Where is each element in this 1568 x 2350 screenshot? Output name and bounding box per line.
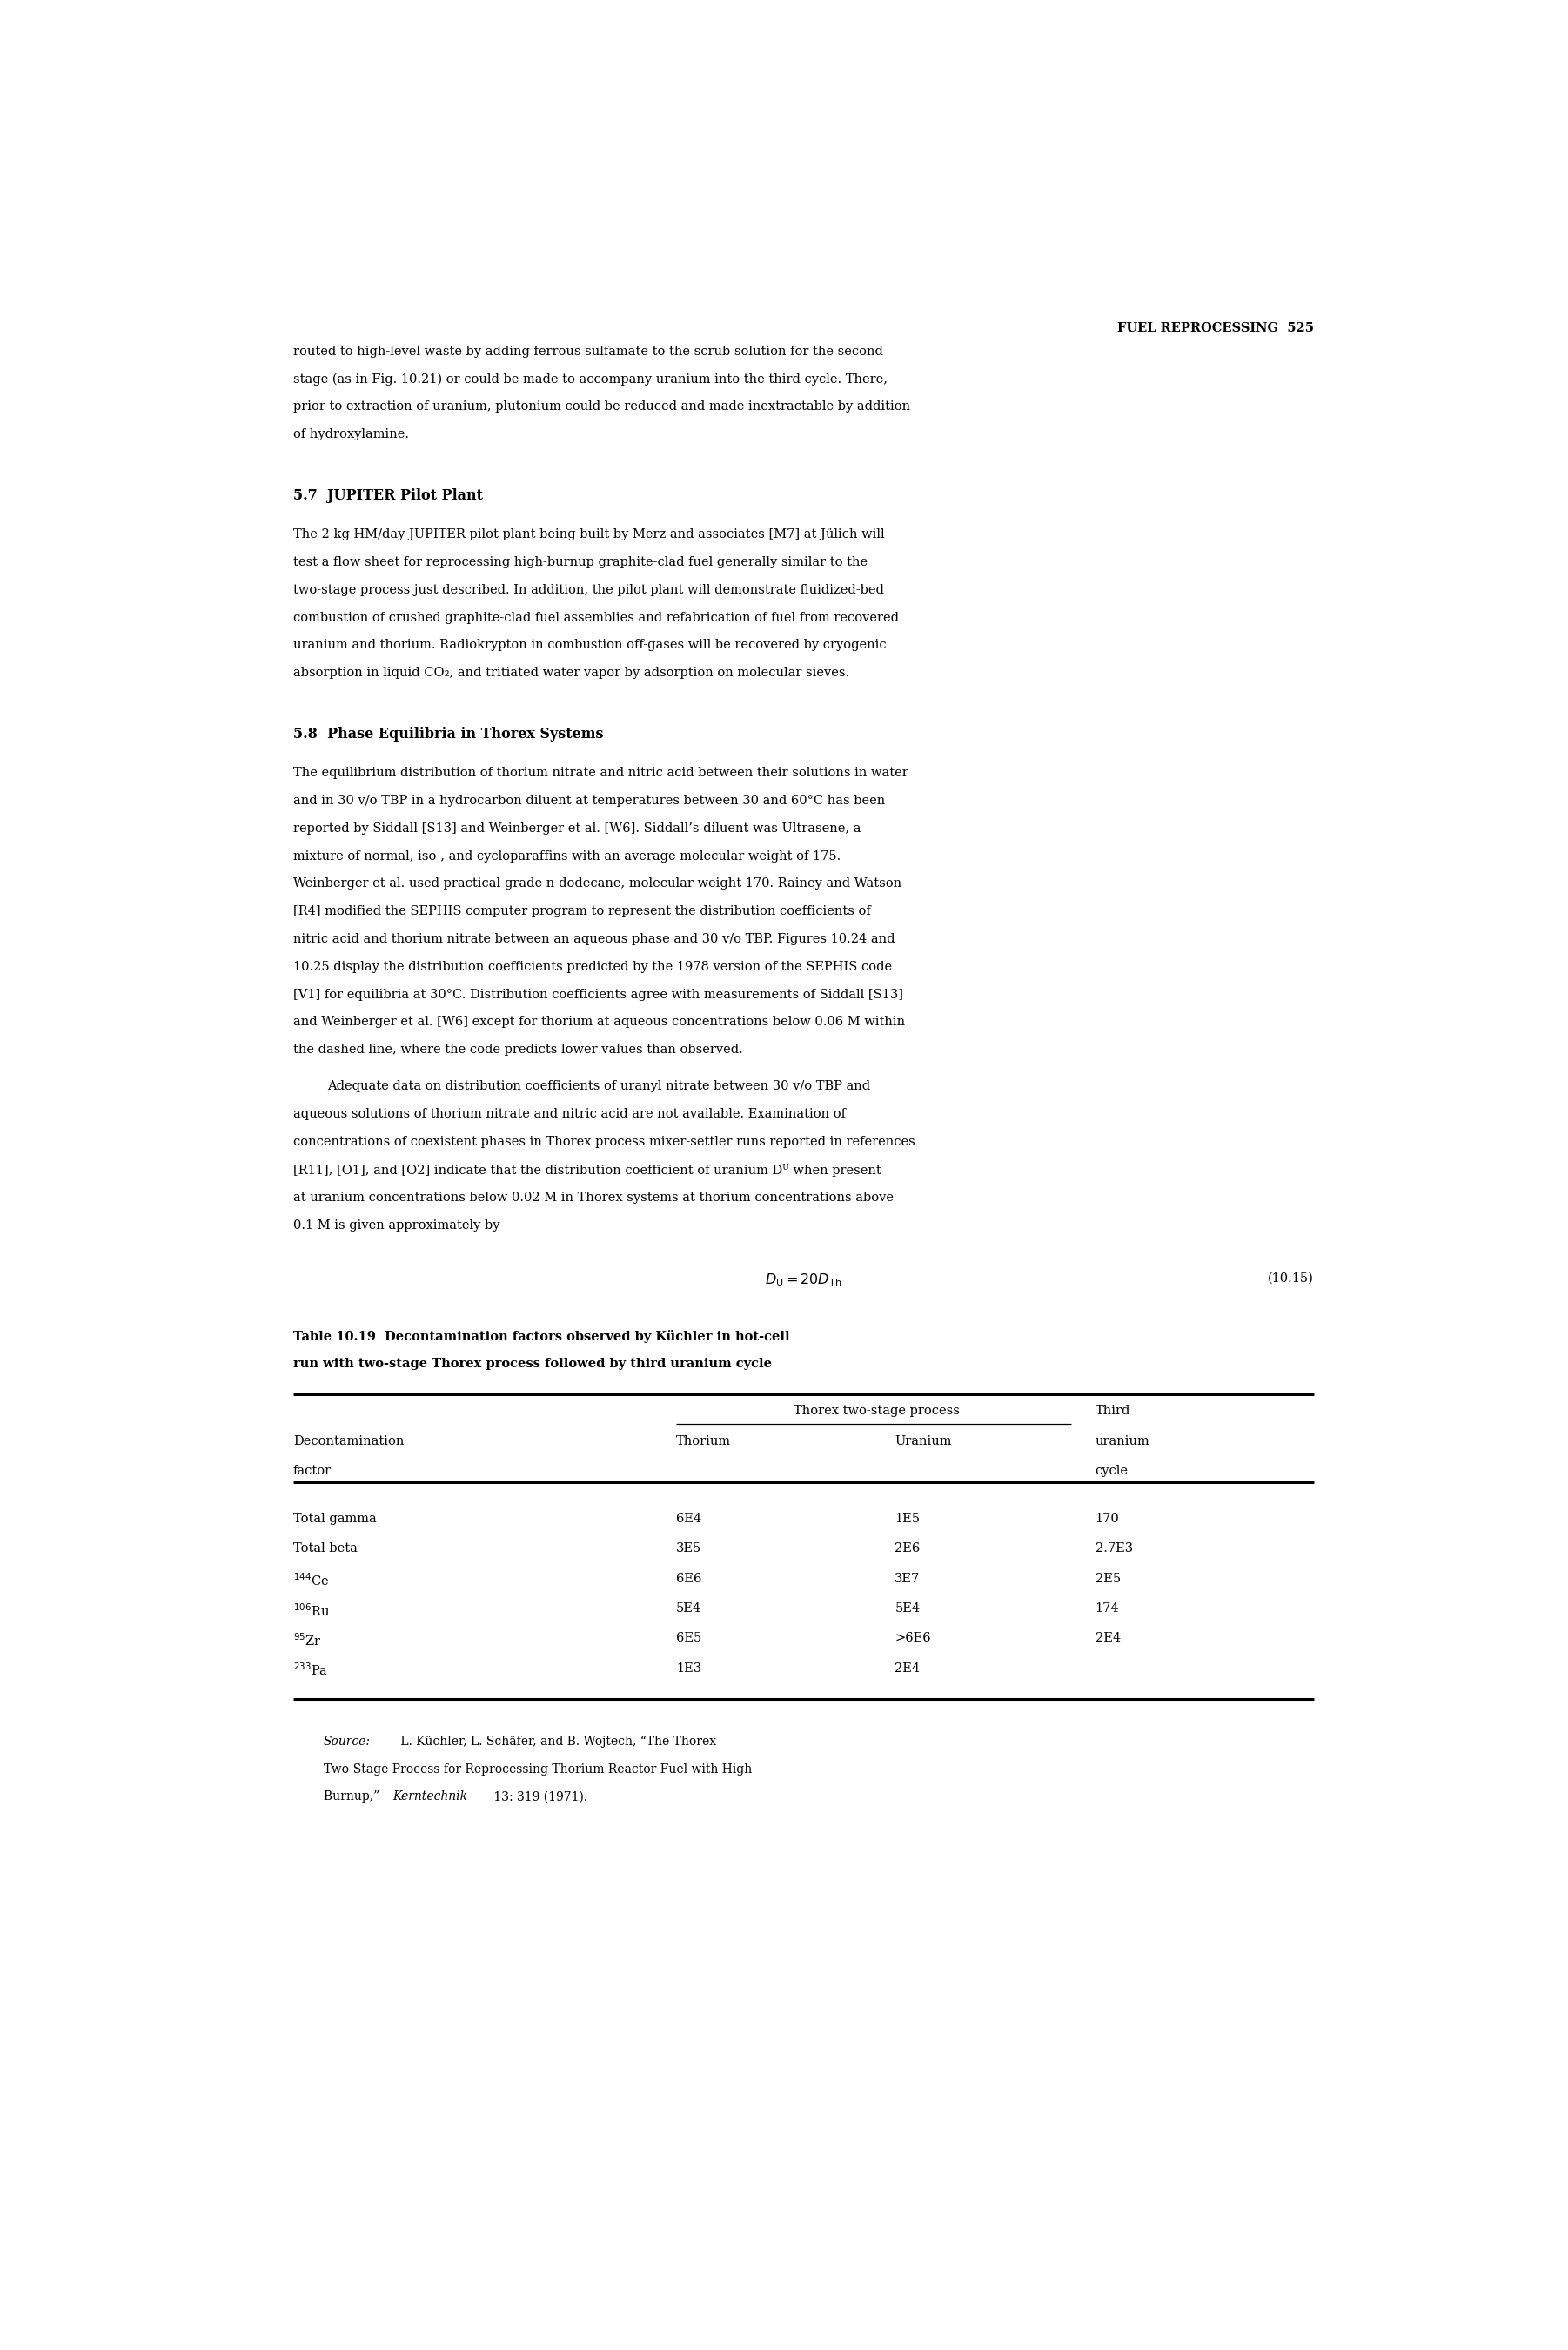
Text: Third: Third: [1094, 1405, 1131, 1417]
Text: Total gamma: Total gamma: [293, 1513, 376, 1525]
Text: 0.1 M is given approximately by: 0.1 M is given approximately by: [293, 1220, 500, 1231]
Text: Uranium: Uranium: [895, 1436, 952, 1448]
Text: nitric acid and thorium nitrate between an aqueous phase and 30 v/o TBP. Figures: nitric acid and thorium nitrate between …: [293, 933, 895, 945]
Text: absorption in liquid CO₂, and tritiated water vapor by adsorption on molecular s: absorption in liquid CO₂, and tritiated …: [293, 667, 850, 679]
Text: concentrations of coexistent phases in Thorex process mixer-settler runs reporte: concentrations of coexistent phases in T…: [293, 1135, 916, 1149]
Text: $^{144}$Ce: $^{144}$Ce: [293, 1572, 329, 1589]
Text: 3E5: 3E5: [676, 1542, 701, 1556]
Text: L. Küchler, L. Schäfer, and B. Wojtech, “The Thorex: L. Küchler, L. Schäfer, and B. Wojtech, …: [397, 1734, 717, 1748]
Text: combustion of crushed graphite-clad fuel assemblies and refabrication of fuel fr: combustion of crushed graphite-clad fuel…: [293, 611, 898, 623]
Text: [V1] for equilibria at 30°C. Distribution coefficients agree with measurements o: [V1] for equilibria at 30°C. Distributio…: [293, 989, 903, 1001]
Text: Total beta: Total beta: [293, 1542, 358, 1556]
Text: 3E7: 3E7: [895, 1572, 920, 1584]
Text: uranium and thorium. Radiokrypton in combustion off-gases will be recovered by c: uranium and thorium. Radiokrypton in com…: [293, 639, 886, 651]
Text: Two-Stage Process for Reprocessing Thorium Reactor Fuel with High: Two-Stage Process for Reprocessing Thori…: [323, 1762, 753, 1774]
Text: 5E4: 5E4: [895, 1603, 920, 1614]
Text: 5.8  Phase Equilibria in Thorex Systems: 5.8 Phase Equilibria in Thorex Systems: [293, 726, 604, 743]
Text: 5.7  JUPITER Pilot Plant: 5.7 JUPITER Pilot Plant: [293, 489, 483, 503]
Text: 6E5: 6E5: [676, 1633, 701, 1645]
Text: $^{233}$Pa: $^{233}$Pa: [293, 1661, 328, 1678]
Text: [R11], [O1], and [O2] indicate that the distribution coefficient of uranium Dᵁ w: [R11], [O1], and [O2] indicate that the …: [293, 1163, 881, 1177]
Text: 2.7E3: 2.7E3: [1094, 1542, 1132, 1556]
Text: $D_\mathrm{U} = 20D_\mathrm{Th}$: $D_\mathrm{U} = 20D_\mathrm{Th}$: [765, 1271, 842, 1288]
Text: Decontamination: Decontamination: [293, 1436, 405, 1448]
Text: 6E4: 6E4: [676, 1513, 701, 1525]
Text: Thorium: Thorium: [676, 1436, 731, 1448]
Text: mixture of normal, iso-, and cycloparaffins with an average molecular weight of : mixture of normal, iso-, and cycloparaff…: [293, 851, 840, 862]
Text: 2E4: 2E4: [895, 1661, 920, 1673]
Text: FUEL REPROCESSING  525: FUEL REPROCESSING 525: [1118, 322, 1314, 334]
Text: cycle: cycle: [1094, 1464, 1129, 1478]
Text: 13: 319 (1971).: 13: 319 (1971).: [491, 1791, 588, 1802]
Text: at uranium concentrations below 0.02 M in Thorex systems at thorium concentratio: at uranium concentrations below 0.02 M i…: [293, 1191, 894, 1203]
Text: test a flow sheet for reprocessing high-burnup graphite-clad fuel generally simi: test a flow sheet for reprocessing high-…: [293, 557, 867, 569]
Text: 170: 170: [1094, 1513, 1120, 1525]
Text: and in 30 v/o TBP in a hydrocarbon diluent at temperatures between 30 and 60°C h: and in 30 v/o TBP in a hydrocarbon dilue…: [293, 794, 884, 806]
Text: aqueous solutions of thorium nitrate and nitric acid are not available. Examinat: aqueous solutions of thorium nitrate and…: [293, 1109, 845, 1121]
Text: stage (as in Fig. 10.21) or could be made to accompany uranium into the third cy: stage (as in Fig. 10.21) or could be mad…: [293, 374, 887, 385]
Text: 10.25 display the distribution coefficients predicted by the 1978 version of the: 10.25 display the distribution coefficie…: [293, 961, 892, 973]
Text: The equilibrium distribution of thorium nitrate and nitric acid between their so: The equilibrium distribution of thorium …: [293, 766, 908, 780]
Text: uranium: uranium: [1094, 1436, 1149, 1448]
Text: Thorex two-stage process: Thorex two-stage process: [793, 1405, 960, 1417]
Text: 1E3: 1E3: [676, 1661, 701, 1673]
Text: 2E6: 2E6: [895, 1542, 920, 1556]
Text: Weinberger et al. used practical-grade n-dodecane, molecular weight 170. Rainey : Weinberger et al. used practical-grade n…: [293, 877, 902, 891]
Text: >6E6: >6E6: [895, 1633, 931, 1645]
Text: of hydroxylamine.: of hydroxylamine.: [293, 428, 409, 439]
Text: Burnup,”: Burnup,”: [323, 1791, 383, 1802]
Text: run with two-stage Thorex process followed by third uranium cycle: run with two-stage Thorex process follow…: [293, 1358, 771, 1370]
Text: Adequate data on distribution coefficients of uranyl nitrate between 30 v/o TBP : Adequate data on distribution coefficien…: [328, 1081, 870, 1093]
Text: the dashed line, where the code predicts lower values than observed.: the dashed line, where the code predicts…: [293, 1043, 743, 1055]
Text: and Weinberger et al. [W6] except for thorium at aqueous concentrations below 0.: and Weinberger et al. [W6] except for th…: [293, 1015, 905, 1029]
Text: factor: factor: [293, 1464, 331, 1478]
Text: $^{95}$Zr: $^{95}$Zr: [293, 1633, 321, 1647]
Text: 6E6: 6E6: [676, 1572, 701, 1584]
Text: two-stage process just described. In addition, the pilot plant will demonstrate : two-stage process just described. In add…: [293, 583, 884, 597]
Text: reported by Siddall [S13] and Weinberger et al. [W6]. Siddall’s diluent was Ultr: reported by Siddall [S13] and Weinberger…: [293, 822, 861, 834]
Text: Source:: Source:: [323, 1734, 370, 1748]
Text: [R4] modified the SEPHIS computer program to represent the distribution coeffici: [R4] modified the SEPHIS computer progra…: [293, 905, 870, 916]
Text: routed to high-level waste by adding ferrous sulfamate to the scrub solution for: routed to high-level waste by adding fer…: [293, 345, 883, 357]
Text: Kerntechnik: Kerntechnik: [394, 1791, 467, 1802]
Text: –: –: [1094, 1661, 1102, 1673]
Text: Table 10.19  Decontamination factors observed by Küchler in hot-cell: Table 10.19 Decontamination factors obse…: [293, 1330, 790, 1342]
Text: 174: 174: [1094, 1603, 1120, 1614]
Text: (10.15): (10.15): [1269, 1271, 1314, 1283]
Text: The 2-kg HM/day JUPITER pilot plant being built by Merz and associates [M7] at J: The 2-kg HM/day JUPITER pilot plant bein…: [293, 529, 884, 540]
Text: 2E4: 2E4: [1094, 1633, 1121, 1645]
Text: 2E5: 2E5: [1094, 1572, 1121, 1584]
Text: 5E4: 5E4: [676, 1603, 701, 1614]
Text: $^{106}$Ru: $^{106}$Ru: [293, 1603, 329, 1619]
Text: prior to extraction of uranium, plutonium could be reduced and made inextractabl: prior to extraction of uranium, plutoniu…: [293, 402, 911, 414]
Text: 1E5: 1E5: [895, 1513, 920, 1525]
